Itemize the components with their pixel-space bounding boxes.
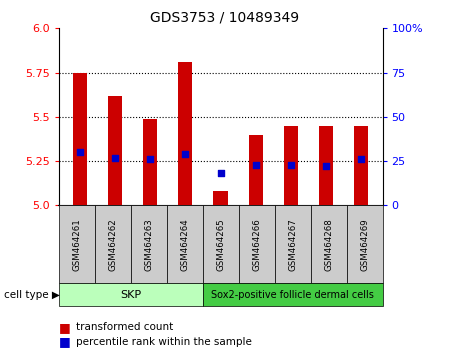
Point <box>217 171 224 176</box>
Text: GSM464269: GSM464269 <box>360 218 369 270</box>
Text: GDS3753 / 10489349: GDS3753 / 10489349 <box>150 11 300 25</box>
Text: Sox2-positive follicle dermal cells: Sox2-positive follicle dermal cells <box>211 290 374 300</box>
Bar <box>354 126 369 205</box>
Bar <box>143 119 157 205</box>
Point <box>358 156 365 162</box>
Text: percentile rank within the sample: percentile rank within the sample <box>76 337 252 347</box>
Bar <box>319 126 333 205</box>
Text: ■: ■ <box>58 321 70 334</box>
Point <box>182 151 189 157</box>
Bar <box>249 135 263 205</box>
Bar <box>213 191 228 205</box>
Text: cell type ▶: cell type ▶ <box>4 290 60 300</box>
Bar <box>108 96 122 205</box>
Text: GSM464264: GSM464264 <box>180 218 189 271</box>
Text: SKP: SKP <box>120 290 141 300</box>
Text: GSM464268: GSM464268 <box>324 218 333 271</box>
Text: GSM464261: GSM464261 <box>72 218 81 271</box>
Point <box>76 149 83 155</box>
Point <box>323 164 330 169</box>
Point <box>111 155 118 160</box>
Text: GSM464262: GSM464262 <box>108 218 117 271</box>
Point <box>252 162 259 167</box>
Text: GSM464267: GSM464267 <box>288 218 297 271</box>
Text: ■: ■ <box>58 335 70 348</box>
Text: GSM464265: GSM464265 <box>216 218 225 271</box>
Text: GSM464263: GSM464263 <box>144 218 153 271</box>
Bar <box>72 73 87 205</box>
Bar <box>178 62 192 205</box>
Text: GSM464266: GSM464266 <box>252 218 261 271</box>
Text: transformed count: transformed count <box>76 322 174 332</box>
Point <box>146 156 153 162</box>
Bar <box>284 126 298 205</box>
Point <box>288 162 295 167</box>
